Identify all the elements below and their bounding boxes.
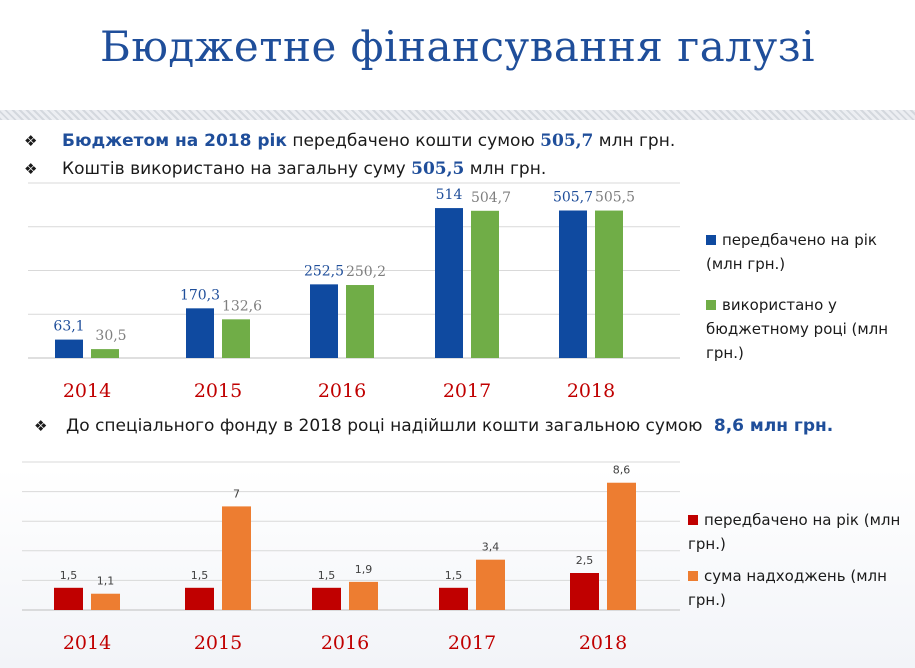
- x-tick-label: 2018: [567, 380, 615, 402]
- bar: [607, 482, 636, 610]
- legend-swatch: [688, 571, 698, 581]
- bullet-amount: 505,5: [411, 159, 465, 179]
- data-label: 505,5: [595, 190, 635, 206]
- data-label: 252,5: [304, 263, 344, 279]
- bar: [185, 587, 214, 610]
- bar: [222, 319, 250, 358]
- data-label: 250,2: [346, 264, 386, 280]
- bar: [570, 573, 599, 610]
- bullet-budget-planned: ❖ Бюджетом на 2018 рік передбачено кошти …: [24, 131, 675, 151]
- title-divider: [0, 110, 915, 120]
- legend-swatch: [688, 515, 698, 525]
- data-label: 3,4: [482, 541, 500, 554]
- diamond-bullet-icon: ❖: [34, 417, 48, 435]
- x-tick-label: 2017: [443, 380, 491, 402]
- bullet-highlight: Бюджетом на 2018 рік: [62, 131, 287, 151]
- legend-label: використано у бюджетному році (млн грн.): [706, 296, 889, 362]
- bar: [222, 506, 251, 610]
- bar: [310, 284, 338, 358]
- chart-special-fund: 1,5 1,1 2014 1,5 7 2015 1,5 1,9 2016 1,5 3,4 2017 2,…: [22, 461, 680, 654]
- x-tick-label: 2014: [63, 380, 111, 402]
- data-label: 2,5: [576, 554, 594, 567]
- data-label: 63,1: [53, 319, 84, 335]
- bar: [349, 581, 378, 610]
- bar: [595, 210, 623, 358]
- data-label: 1,5: [60, 569, 78, 582]
- bar: [91, 593, 120, 610]
- diamond-bullet-icon: ❖: [24, 132, 38, 150]
- data-label: 514: [436, 187, 463, 203]
- diamond-bullet-icon: ❖: [24, 160, 38, 178]
- bar: [312, 587, 341, 610]
- legend-label: передбачено на рік (млн грн.): [688, 511, 901, 553]
- bar: [471, 210, 499, 358]
- data-label: 170,3: [180, 287, 220, 303]
- bar: [435, 208, 463, 358]
- legend-label: сума надходжень (млн грн.): [688, 567, 887, 609]
- bullet-text-end: млн грн.: [464, 159, 547, 179]
- x-tick-label: 2014: [63, 632, 111, 654]
- data-label: 132,6: [222, 298, 262, 314]
- x-tick-label: 2018: [579, 632, 627, 654]
- x-tick-label: 2016: [318, 380, 366, 402]
- legend-swatch: [706, 235, 716, 245]
- bullet-amount: 505,7: [540, 131, 594, 151]
- data-label: 8,6: [613, 464, 631, 477]
- bar: [54, 587, 83, 610]
- bullet-text: передбачено кошти сумою: [286, 131, 541, 151]
- bar: [55, 339, 83, 358]
- data-label: 1,9: [355, 563, 373, 576]
- legend-item-planned: передбачено на рік (млн грн.): [688, 508, 910, 556]
- x-tick-label: 2016: [321, 632, 369, 654]
- data-label: 1,5: [318, 569, 336, 582]
- data-label: 1,1: [97, 575, 115, 588]
- bullet-amount: 8,6 млн грн.: [713, 416, 834, 436]
- data-label: 30,5: [95, 328, 126, 344]
- x-tick-label: 2017: [448, 632, 496, 654]
- data-label: 1,5: [445, 569, 463, 582]
- bar: [186, 308, 214, 358]
- legend-swatch: [706, 300, 716, 310]
- data-label: 504,7: [471, 190, 511, 206]
- bullet-text: До спеціального фонду в 2018 році надійш…: [66, 416, 708, 436]
- legend-item-planned: передбачено на рік (млн грн.): [706, 228, 906, 276]
- bar: [476, 559, 505, 610]
- bar: [439, 587, 468, 610]
- data-label: 7: [233, 487, 240, 500]
- data-label: 505,7: [553, 190, 593, 206]
- bullet-text: Коштів використано на загальну суму: [62, 159, 412, 179]
- bullet-budget-used: ❖ Коштів використано на загальну суму 505…: [24, 159, 546, 179]
- legend-item-used: використано у бюджетному році (млн грн.): [706, 293, 906, 365]
- bar: [346, 285, 374, 358]
- legend-item-income: сума надходжень (млн грн.): [688, 564, 910, 612]
- x-tick-label: 2015: [194, 632, 242, 654]
- bullet-special-fund: ❖ До спеціального фонду в 2018 році надій…: [34, 416, 833, 436]
- page-title: Бюджетне фінансування галузі: [99, 22, 816, 71]
- legend-label: передбачено на рік (млн грн.): [706, 231, 877, 273]
- bar: [91, 349, 119, 358]
- data-label: 1,5: [191, 569, 209, 582]
- bar: [559, 210, 587, 358]
- x-tick-label: 2015: [194, 380, 242, 402]
- bullet-text-end: млн грн.: [593, 131, 676, 151]
